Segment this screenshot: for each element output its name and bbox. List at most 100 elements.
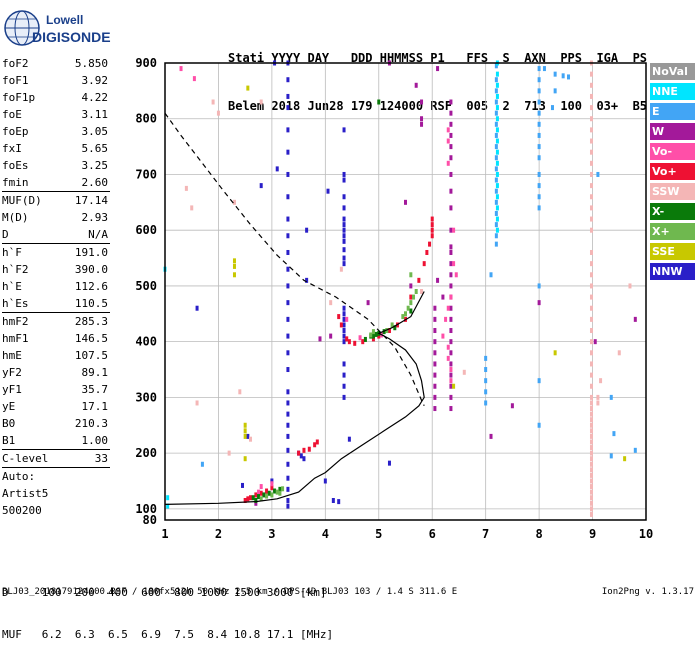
y-tick-label: 900 <box>135 56 157 70</box>
echo-point <box>537 283 541 289</box>
param-key: hmF1 <box>2 332 29 345</box>
echo-point <box>305 277 309 283</box>
echo-point <box>589 428 593 434</box>
echo-point <box>433 316 437 322</box>
echo-point <box>318 336 322 342</box>
echo-point <box>537 144 541 150</box>
param-value: 107.5 <box>74 349 108 362</box>
echo-point <box>433 394 437 400</box>
echo-point <box>305 227 309 233</box>
echo-point <box>412 294 416 300</box>
legend-item: SSW <box>650 183 695 200</box>
echo-point <box>589 261 593 267</box>
echo-point <box>449 367 453 373</box>
echo-point <box>390 322 394 328</box>
param-row: foEs 3.25 <box>2 157 110 174</box>
echo-point <box>433 361 437 367</box>
echo-point <box>446 305 450 311</box>
echo-point <box>589 205 593 211</box>
lowell-digisonde-logo: Lowell DIGISONDE <box>4 10 111 46</box>
echo-point <box>494 199 498 205</box>
echo-point <box>342 261 346 267</box>
echo-point <box>428 241 432 247</box>
plot-frame <box>164 62 647 521</box>
echo-point <box>436 66 440 72</box>
echo-point <box>449 383 453 389</box>
muf-distance-row: D 100 200 400 600 800 1000 1500 3000 [km… <box>2 586 327 599</box>
echo-point <box>270 485 274 491</box>
echo-point <box>589 149 593 155</box>
echo-point <box>342 238 346 244</box>
echo-point <box>589 294 593 300</box>
echo-point <box>249 495 253 501</box>
echo-point <box>414 289 418 294</box>
echo-point <box>494 121 498 127</box>
echo-point <box>494 233 498 239</box>
echo-point <box>484 355 488 361</box>
echo-point <box>404 199 407 205</box>
echo-point <box>278 490 282 496</box>
echo-point <box>589 328 593 334</box>
echo-point <box>345 336 349 342</box>
param-row: yF2 89.1 <box>2 364 110 381</box>
echo-point <box>302 447 306 453</box>
echo-point <box>589 439 593 445</box>
echo-point <box>589 422 593 428</box>
echo-point <box>495 227 499 233</box>
echo-point <box>387 328 391 334</box>
echo-point <box>232 263 236 269</box>
param-key: C-level <box>2 452 49 465</box>
echo-point <box>589 383 593 389</box>
param-key: foF1p <box>2 91 36 104</box>
x-tick-label: 1 <box>161 527 168 541</box>
echo-point <box>589 71 593 77</box>
param-separator <box>2 467 110 468</box>
echo-point <box>589 450 593 456</box>
echo-point <box>433 383 437 389</box>
param-value: 112.6 <box>74 280 108 293</box>
echo-point <box>433 372 437 378</box>
echo-point <box>227 450 231 456</box>
echo-point <box>339 266 343 272</box>
echo-point <box>589 506 593 512</box>
echo-point <box>286 389 290 395</box>
echo-point <box>347 436 351 442</box>
file-info-footer: BLJ03_2018179124000.RSF / 180fx512h 50 k… <box>2 587 458 597</box>
echo-point <box>449 132 453 138</box>
echo-point <box>339 322 343 328</box>
echo-point <box>449 244 453 250</box>
echo-point <box>331 497 335 503</box>
echo-point <box>257 489 261 495</box>
echo-point <box>371 336 375 342</box>
echo-point <box>494 63 498 69</box>
echo-point <box>537 171 541 177</box>
echo-point <box>537 378 541 384</box>
echo-point <box>589 183 593 189</box>
echo-point <box>342 127 346 133</box>
param-separator <box>2 449 110 450</box>
echo-point <box>495 71 499 77</box>
param-row: h`F 191.0 <box>2 244 110 261</box>
echo-point <box>449 272 453 278</box>
echo-point <box>441 333 445 339</box>
echo-point <box>200 461 204 467</box>
echo-point <box>371 329 375 335</box>
echo-point <box>286 422 290 428</box>
echo-point <box>494 155 498 161</box>
param-value: 3.11 <box>81 108 109 121</box>
echo-point <box>449 328 453 334</box>
echo-point <box>254 497 258 503</box>
echo-point <box>393 325 397 331</box>
echo-point <box>286 105 290 111</box>
echo-point <box>275 166 279 172</box>
y-tick-label: 300 <box>135 390 157 404</box>
echo-point <box>286 461 290 467</box>
x-tick-label: 3 <box>268 527 275 541</box>
echo-point <box>589 116 593 122</box>
legend-item: Vo- <box>650 143 695 160</box>
echo-point <box>401 314 405 320</box>
echo-point <box>589 433 593 439</box>
globe-icon <box>4 10 40 46</box>
muf-table: D 100 200 400 600 800 1000 1500 3000 [km… <box>2 558 333 656</box>
